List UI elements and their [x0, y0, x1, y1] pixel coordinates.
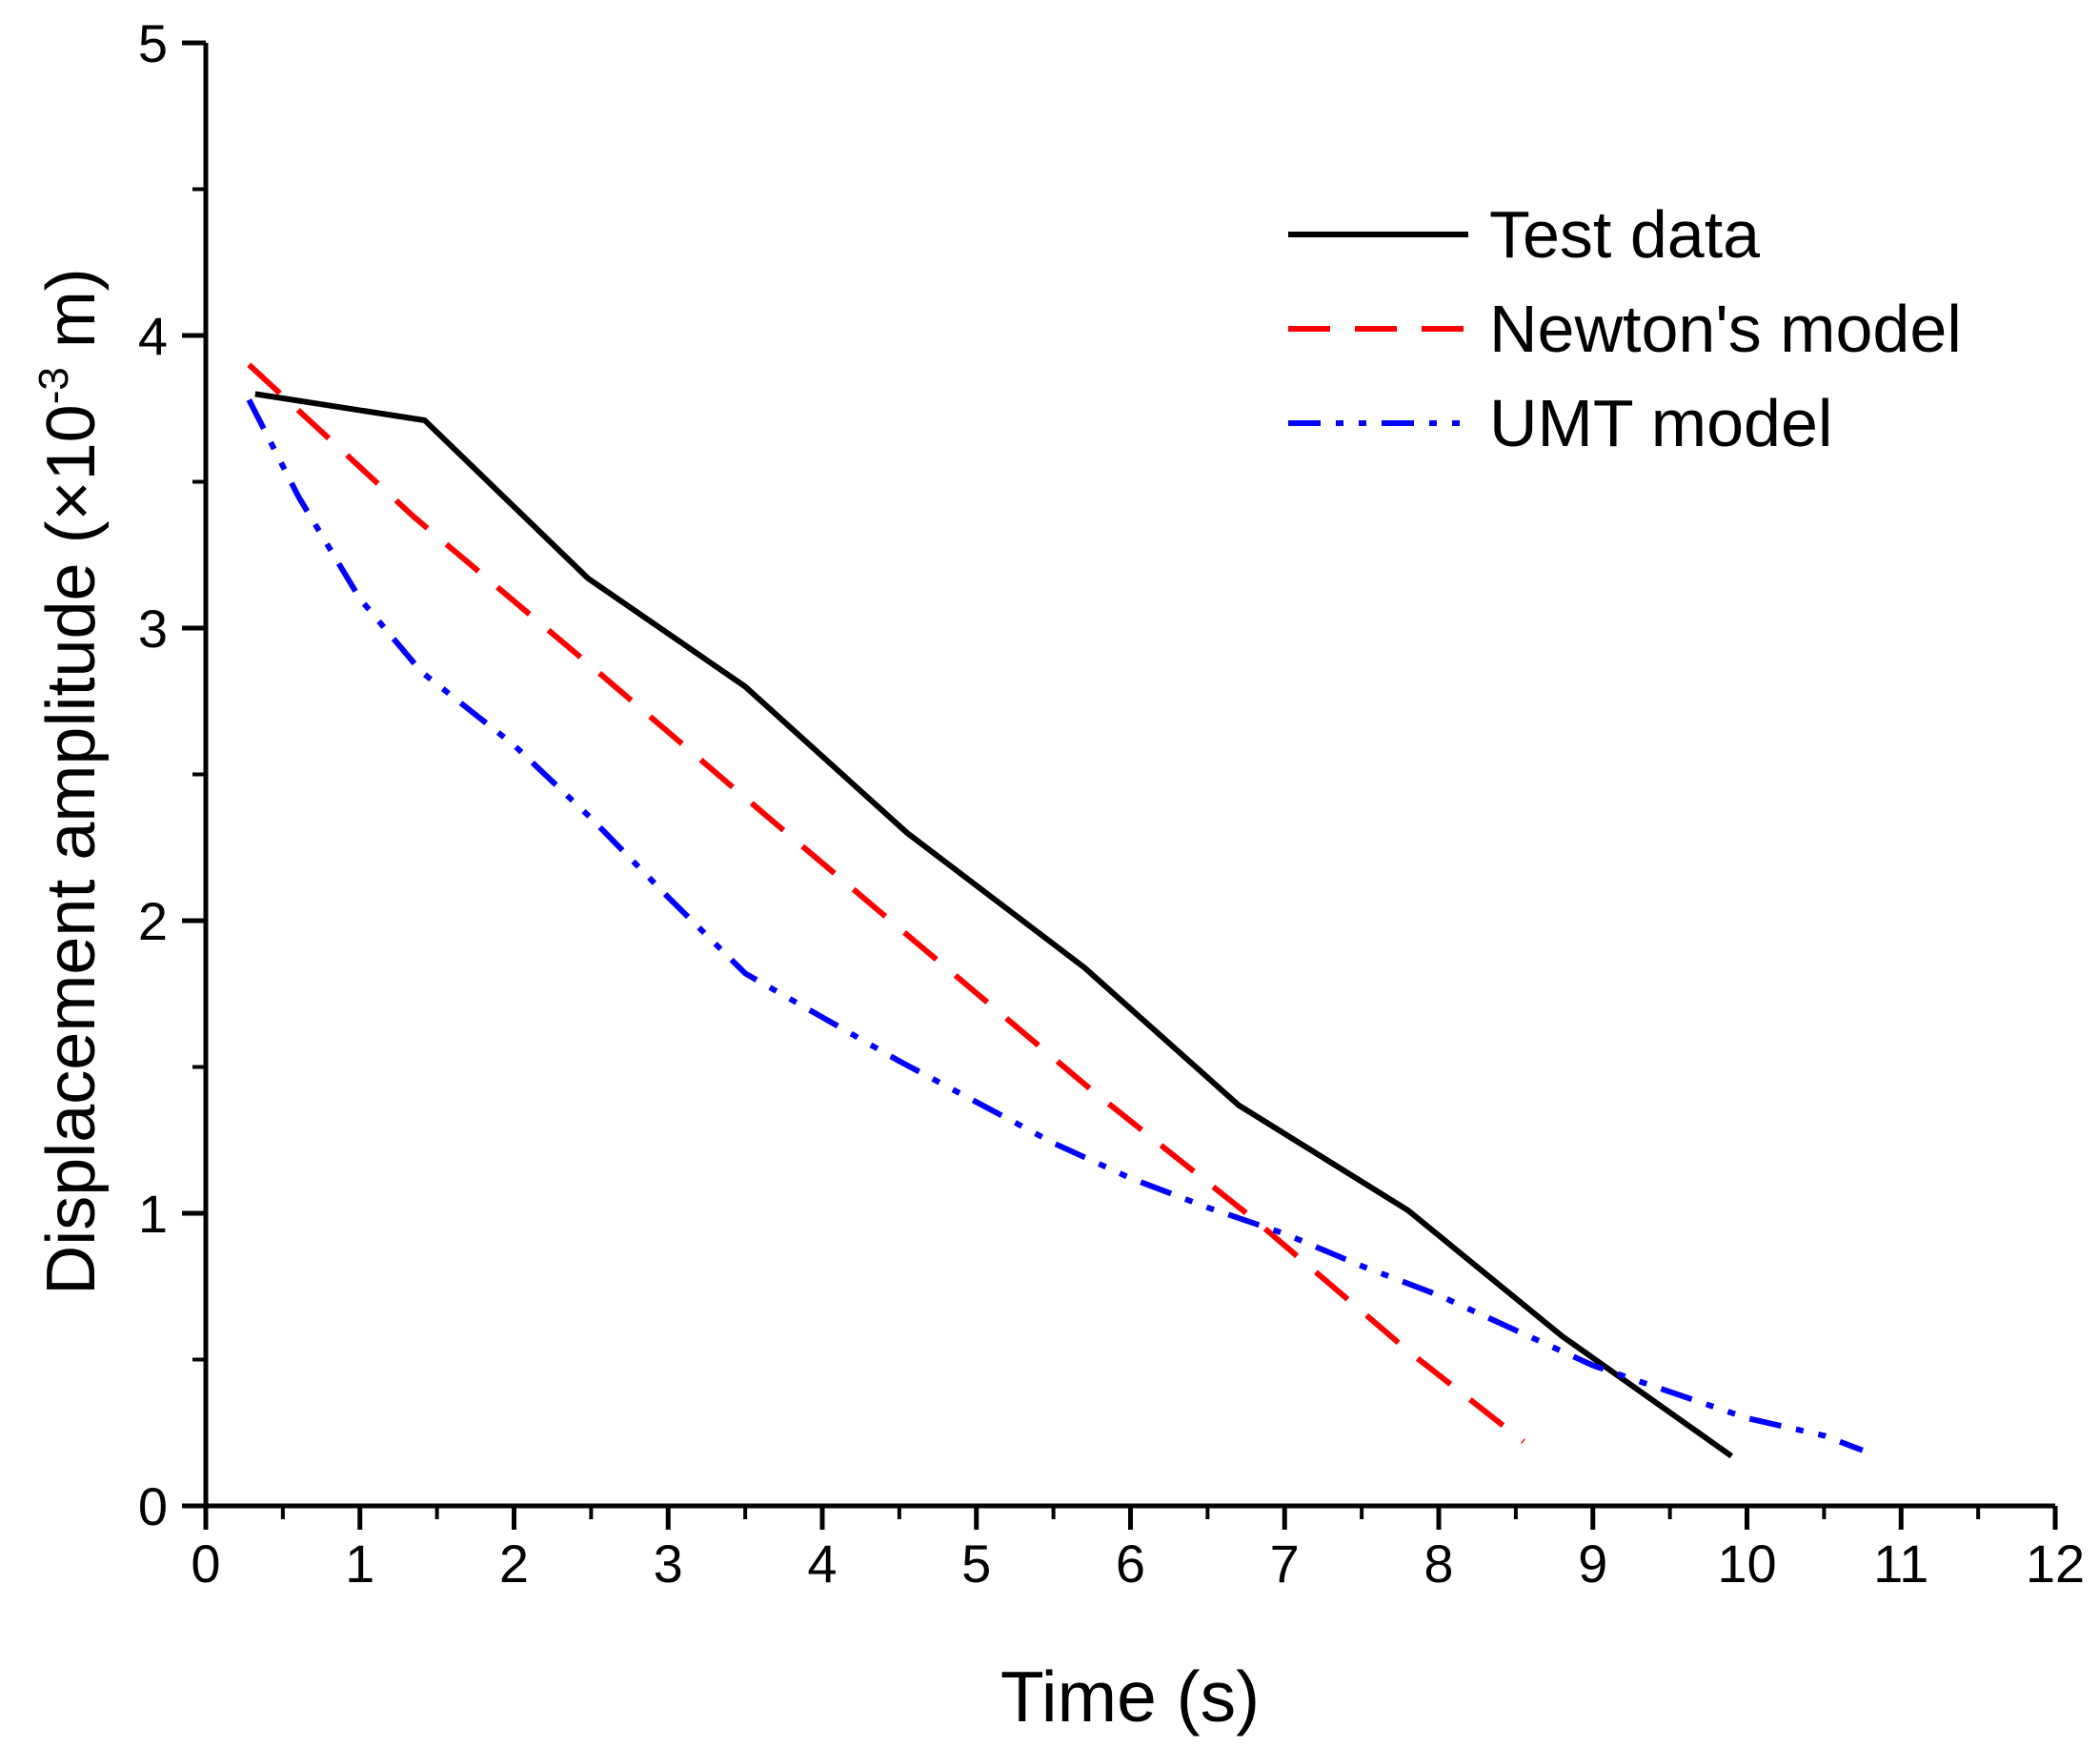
y-tick-label: 0 — [138, 1476, 168, 1536]
legend-label-1: Newton's model — [1489, 292, 1962, 366]
x-tick-label: 0 — [191, 1534, 220, 1594]
x-tick-label: 4 — [807, 1534, 837, 1594]
x-tick-label: 6 — [1116, 1534, 1145, 1594]
x-tick-label: 3 — [654, 1534, 683, 1594]
x-tick-label: 11 — [1873, 1534, 1928, 1594]
y-ticks: 0 1 2 3 4 5 — [138, 13, 206, 1536]
x-tick-label: 9 — [1578, 1534, 1607, 1594]
x-tick-label: 2 — [499, 1534, 529, 1594]
y-tick-label: 2 — [138, 891, 168, 951]
series-line-1 — [247, 362, 1525, 1444]
x-tick-label: 10 — [1717, 1534, 1776, 1594]
x-tick-label: 12 — [2026, 1534, 2085, 1594]
legend-label-2: UMT model — [1489, 386, 1832, 460]
y-axis-label-main: Displacement amplitude (×10 — [33, 404, 110, 1295]
series-line-2 — [246, 398, 1864, 1453]
y-axis-label-suffix: m) — [33, 268, 110, 367]
x-tick-label: 8 — [1424, 1534, 1453, 1594]
x-tick-label: 5 — [961, 1534, 991, 1594]
series-layer — [246, 362, 1864, 1459]
y-tick-label: 5 — [138, 13, 168, 73]
legend-label-0: Test data — [1489, 197, 1760, 272]
y-axis-label-exponent: -3 — [30, 367, 77, 404]
y-tick-label: 3 — [138, 599, 168, 659]
x-axis-label: Time (s) — [1000, 1656, 1260, 1737]
x-ticks: 0 1 2 3 4 5 6 7 8 9 10 11 12 — [191, 1506, 2085, 1594]
series-line-0 — [254, 391, 1734, 1459]
y-tick-label: 1 — [138, 1184, 168, 1244]
x-tick-label: 7 — [1270, 1534, 1300, 1594]
legend: Test data Newton's model UMT model — [1288, 197, 1962, 460]
y-tick-label: 4 — [138, 306, 168, 366]
y-axis-label: Displacement amplitude (×10-3 m) — [30, 268, 110, 1295]
x-tick-label: 1 — [345, 1534, 374, 1594]
